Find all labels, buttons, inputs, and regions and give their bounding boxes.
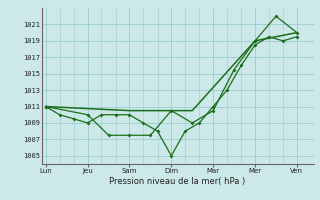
X-axis label: Pression niveau de la mer( hPa ): Pression niveau de la mer( hPa ) bbox=[109, 177, 246, 186]
